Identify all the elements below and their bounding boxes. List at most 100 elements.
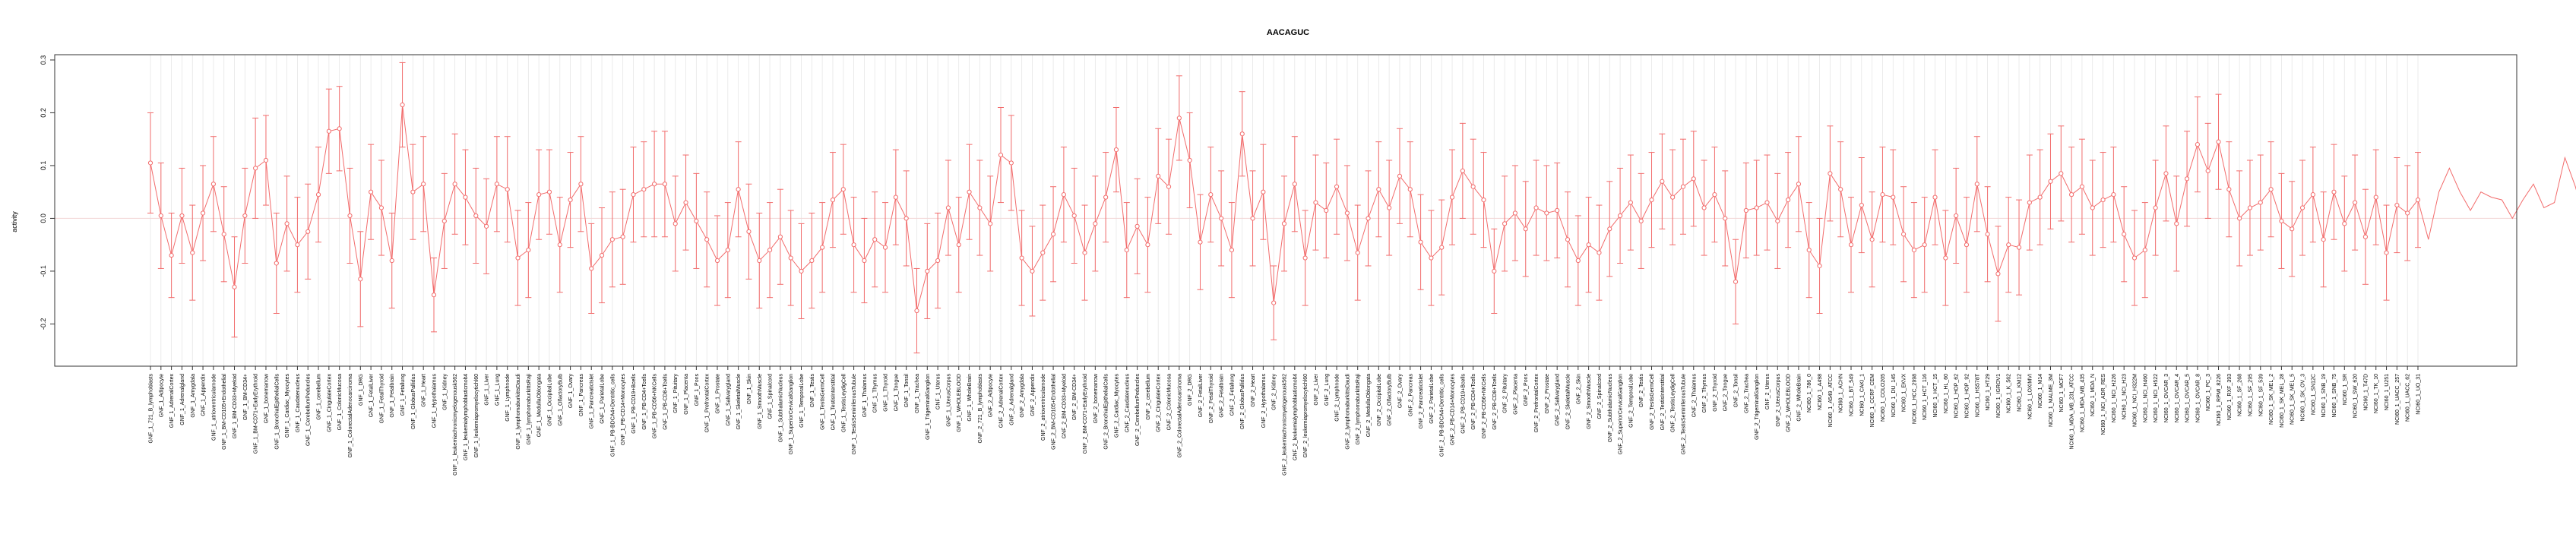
data-point [945,205,951,210]
x-tick-label: NCI60_1_HOP_62 [1954,374,1960,418]
x-tick-label: GNF_2_Pons [1524,374,1529,406]
x-tick-label: GNF_1_PancreaticIslet [590,374,595,428]
x-tick-label: NCI60_1_DU_145 [1891,374,1897,417]
data-point [2226,187,2232,192]
data-point [2184,176,2190,182]
x-tick-label: NCI60_1_MDA_N [2090,374,2096,416]
x-tick-label: GNF_1_BM-CD71+EarlyErythroid [254,374,259,454]
data-point [1943,255,1948,261]
data-point [1135,223,1140,229]
data-point [1891,194,1896,200]
x-tick-label: GNF_1_Thyroid [884,374,889,412]
x-tick-label: GNF_1_leukemiapromyelocytichl60 [474,374,479,458]
data-point [263,157,269,163]
data-point [1481,198,1486,203]
x-tick-label: GNF_2_BronchialEpithelialCells [1104,374,1109,450]
x-tick-label: GNF_2_BM-CD105+Endothelial [1052,374,1057,450]
data-point [2384,250,2389,255]
x-tick-label: GNF_2_721_B_lymphoblasts [978,374,983,444]
x-tick-label: NCI60_1_OVCAR_4 [2175,374,2180,422]
data-point [557,242,562,248]
data-point [578,182,584,187]
data-point [1145,242,1150,248]
x-tick-label: GNF_1_Thymus [873,374,878,413]
data-point [1156,173,1161,179]
x-tick-label: GNF_2_CingulateCortex [1157,374,1162,432]
x-tick-label: GNF_2_SkeletalMuscle [1566,374,1571,430]
data-point [1701,205,1707,210]
data-point [546,189,552,194]
x-tick-label: NCI60_1_HOP_92 [1964,374,1970,418]
x-tick-label: GNF_1_Pons [695,374,700,406]
x-tick-label: GNF_1_CerebellumPeduncles [306,374,312,446]
data-point [2079,184,2085,189]
data-point [967,189,972,194]
x-tick-label: GNF_1_TestisInterstitial [831,374,836,431]
x-tick-label: GNF_2_TestisInterstitial [1660,374,1666,431]
data-point [431,292,437,298]
data-point [631,192,636,198]
x-tick-label: GNF_2_BM-CD34+ [1072,374,1078,420]
x-tick-label: GNF_2_TestisSeminiferousTubule [1681,374,1686,454]
data-point [746,229,752,234]
x-tick-label: GNF_1_Lymphnode [505,374,511,422]
data-point [956,242,961,248]
data-point [1848,242,1854,248]
data-point [1502,221,1508,226]
x-tick-label: GNF_2_CerebellumPeduncles [1135,374,1141,446]
data-point [147,160,153,166]
x-tick-label: NCI60_1_OVCAR_3 [2164,374,2169,422]
x-tick-label: GNF_1_lymphomaburkittsDaudi [516,374,521,450]
x-tick-label: GNF_1_TemporalLobe [799,374,805,428]
data-point [788,255,793,261]
x-tick-label: GNF_1_Placenta [684,374,689,415]
x-tick-label: GNF_2_TrigeminalGanglion [1755,374,1760,440]
x-tick-label: NCI60_1_NCI_H522 [2154,374,2159,422]
data-point [1597,250,1602,255]
x-tick-label: NCI60_1_SK_OV_3 [2301,374,2306,422]
x-tick-label: GNF_2_FetalThyroid [1209,374,1214,423]
x-tick-label: GNF_1_Liver [485,373,490,405]
data-point [1008,160,1014,166]
data-point [1492,268,1497,274]
x-tick-label: GNF_2_PancreaticIslet [1419,374,1424,428]
data-point [998,152,1004,158]
data-point [494,182,499,187]
data-point [1743,207,1748,213]
x-tick-label: GNF_2_PB-CD19+Bcells [1460,374,1466,434]
x-tick-label: NCI60_1_CCRF_CEM [1870,374,1875,428]
data-point [1638,218,1644,223]
x-tick-label: GNF_2_BM-CD33+Myeloid [1062,374,1067,438]
x-tick-label: GNF_1_WHOLEBLOOD [957,374,962,432]
data-point [1198,239,1203,245]
x-tick-label: GNF_2_bonemarrow [1093,373,1099,423]
x-tick-label: GNF_1_SmoothMuscle [758,374,763,429]
data-point [274,261,279,266]
data-point [1786,198,1791,203]
x-tick-label: GNF_2_Ovary [1397,374,1403,409]
x-tick-label: NCI60_1_SK_MEL_28 [2280,374,2285,428]
data-point [1954,213,1959,219]
data-point [2111,192,2116,198]
data-point [1670,194,1676,200]
data-point [1995,271,2001,277]
x-tick-label: NCI60_1_SR [2343,374,2348,405]
x-tick-label: NCI60_1_RXF_393 [2227,374,2233,420]
x-tick-label: GNF_2_Trachea [1744,374,1749,413]
data-point [1030,268,1035,274]
data-point [2100,198,2106,203]
data-point [337,126,342,131]
data-point [694,218,699,223]
data-point [1376,187,1381,192]
x-tick-label: GNF_1_PB-CD19+Bcells [631,374,637,434]
x-tick-label: GNF_1_Caudatenucleus [296,374,301,433]
x-tick-label: GNF_1_SuperiorCervicalGanglion [789,374,794,454]
x-tick-label: NCI60_1_ACHN [1839,374,1844,413]
data-point [683,200,688,205]
x-tick-label: GNF_1_PB-CD56+NKCells [653,374,658,439]
x-tick-label: NCI60_1_U251 [2385,374,2390,410]
x-tick-label: NCI60_1_SN12C [2311,374,2316,415]
data-point [1985,232,1990,237]
data-point [1449,194,1455,200]
x-tick-label: GNF_1_Testis [810,374,815,408]
